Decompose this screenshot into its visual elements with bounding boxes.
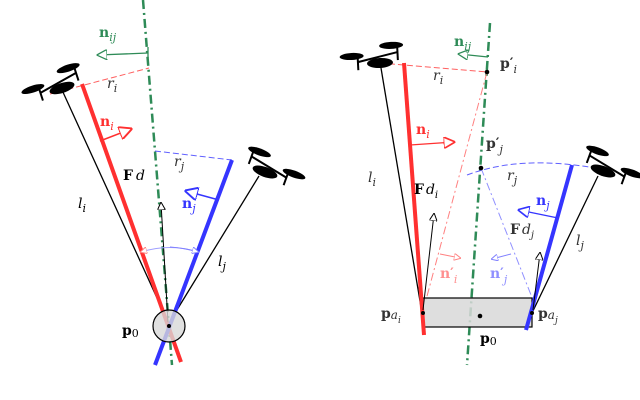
label-pa-j: paj — [538, 306, 558, 326]
angle-arc-blue — [169, 246, 198, 252]
label-n-prime-j: n′j — [490, 266, 508, 286]
n-j-arrow-right — [519, 210, 559, 219]
drone-i-icon-right — [337, 40, 406, 73]
label-n-prime-i: n′i — [440, 266, 457, 286]
force-j-arrow — [532, 253, 540, 311]
cable-j-right — [531, 175, 599, 314]
drone-i-icon — [16, 60, 88, 108]
force-i-arrow — [422, 214, 434, 311]
n-i-arrow — [99, 129, 131, 142]
label-p-i: p′i — [500, 56, 517, 76]
label-n-i-right: ni — [416, 122, 430, 141]
label-l-i-right: li — [368, 170, 376, 189]
point-p-i — [484, 69, 490, 75]
label-p-j: p′j — [486, 136, 503, 156]
label-r-i: ri — [107, 76, 117, 95]
cable-i — [61, 89, 169, 323]
cable-i-right — [380, 67, 423, 314]
plane-j-line-right — [524, 164, 574, 331]
projection-j-dashed — [480, 167, 534, 301]
r-i-dashed — [49, 67, 150, 95]
label-p0-right: p0 — [480, 331, 497, 348]
n-prime-i-arrow — [439, 254, 460, 258]
drone-j-icon — [239, 143, 311, 193]
r-j-dashed — [154, 150, 233, 161]
label-n-ij-right: nij — [454, 34, 472, 53]
point-p0 — [477, 313, 483, 319]
force-arrow — [161, 203, 169, 323]
point-pa-i — [421, 311, 425, 315]
label-n-j: nj — [182, 196, 196, 215]
n-j-arrow — [186, 191, 220, 201]
payload-center — [167, 324, 171, 328]
label-r-j: rj — [174, 154, 185, 173]
r-j-dashed-right — [466, 162, 596, 176]
label-pa-i: pai — [381, 306, 401, 326]
n-ij-arrow-right — [459, 54, 489, 57]
label-l-i: li — [78, 196, 86, 215]
label-n-ij: nij — [99, 25, 117, 44]
label-p0: p0 — [122, 323, 139, 340]
n-ij-arrow — [98, 53, 149, 55]
label-l-j: lj — [218, 254, 226, 273]
n-prime-j-arrow — [492, 253, 512, 259]
label-n-j-right: nj — [536, 193, 550, 212]
label-r-j-right: rj — [507, 168, 518, 187]
projection-i-dashed — [425, 71, 488, 301]
point-p-j — [478, 165, 484, 171]
cable-j — [171, 175, 260, 319]
label-n-i: ni — [100, 114, 114, 133]
payload-box — [422, 297, 533, 328]
label-l-j-right: lj — [576, 233, 584, 252]
point-pa-j — [530, 311, 534, 315]
n-i-arrow-right — [409, 142, 454, 145]
plane-i-line-right — [402, 62, 426, 336]
label-r-i-right: ri — [433, 68, 443, 87]
